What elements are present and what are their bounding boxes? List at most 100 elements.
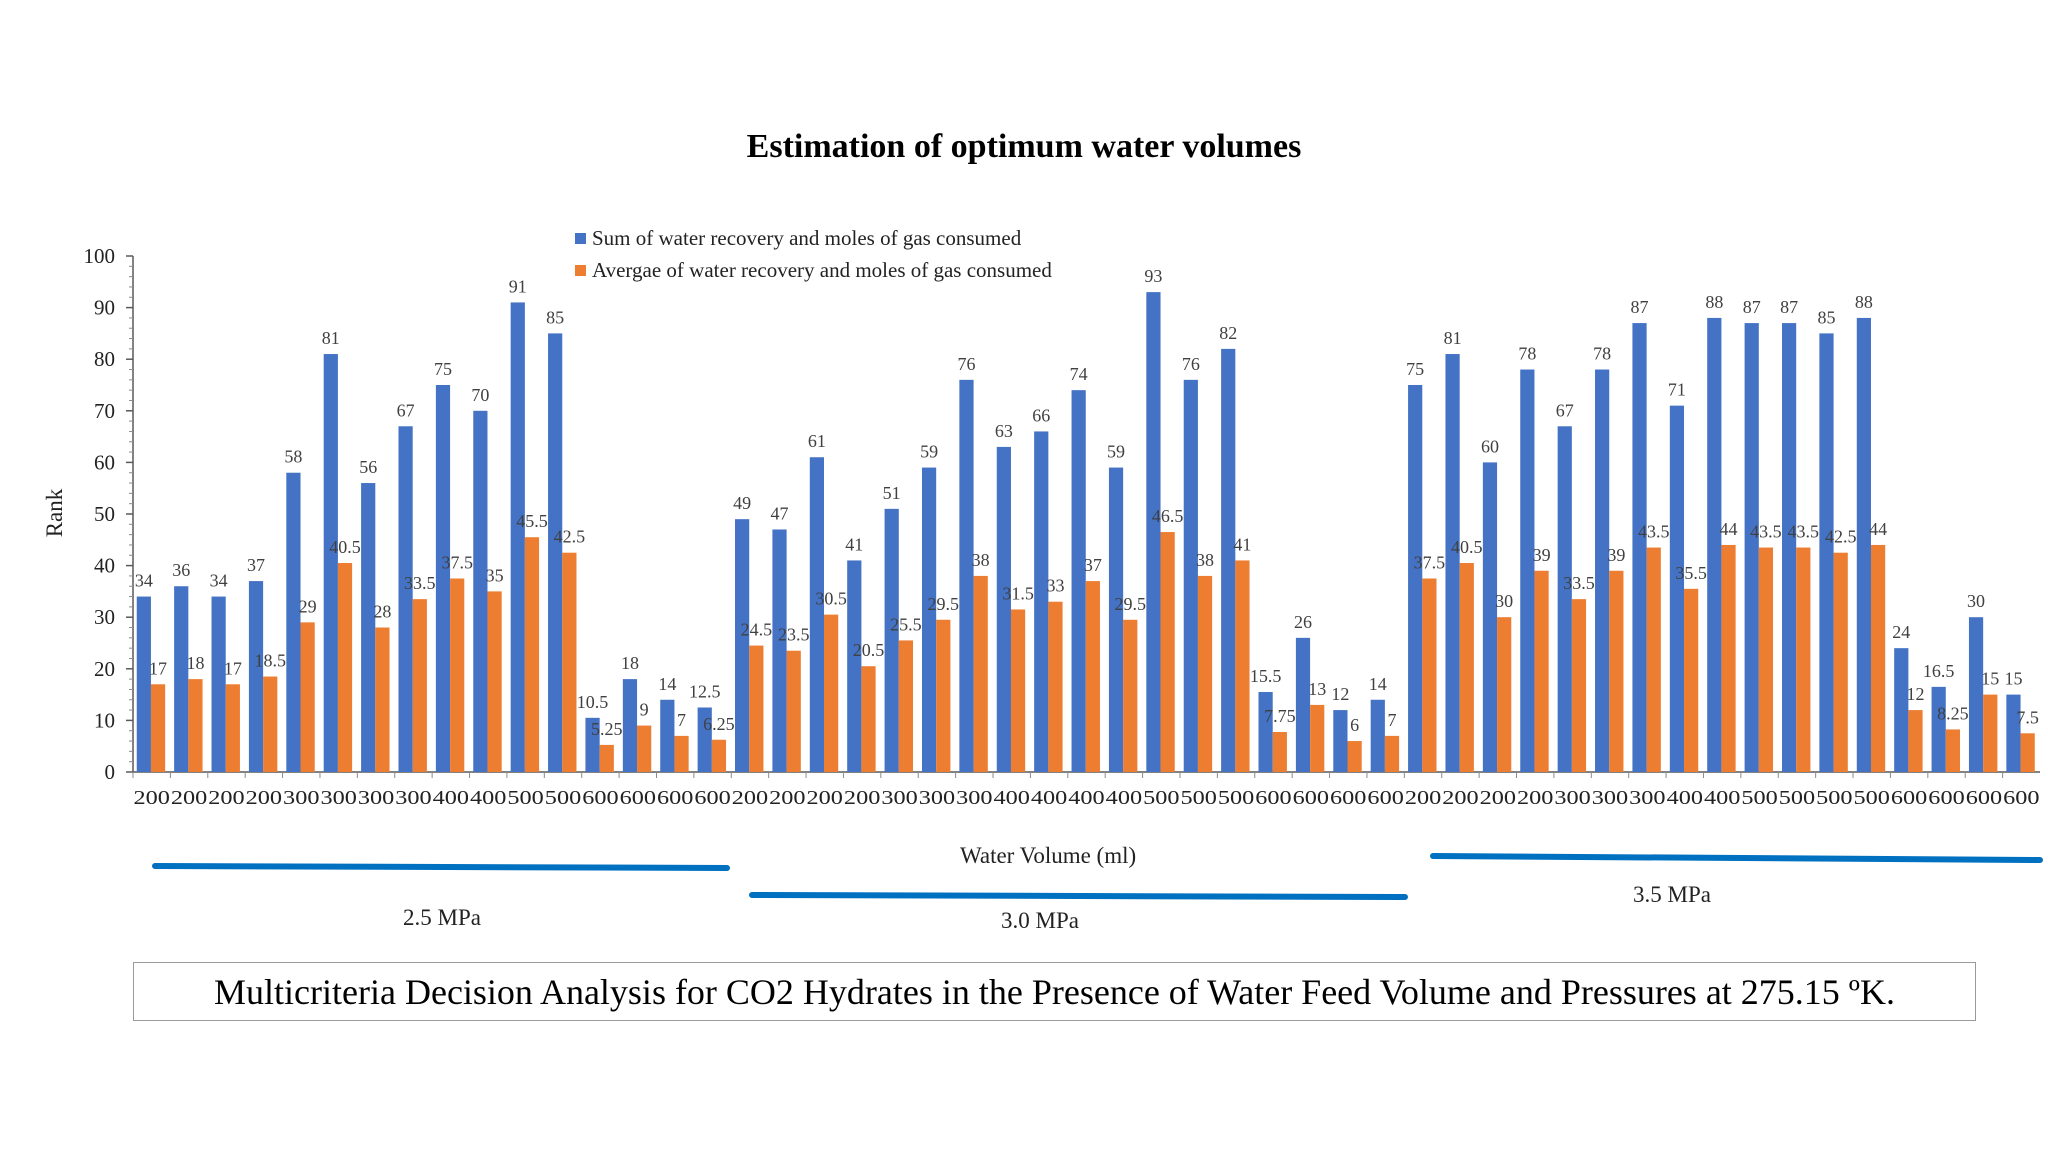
data-label: 41 [845,534,863,554]
data-label: 40.5 [1451,537,1483,557]
bar-average [1758,547,1774,772]
bar-average [936,619,951,772]
bar-sum [996,446,1011,772]
bar-sum [136,596,151,772]
bar-average [2020,733,2035,772]
bar-average [150,684,166,772]
x-tick-label: 500 [1779,787,1815,809]
x-tick-label: 400 [1106,787,1142,809]
bar-average [637,725,652,772]
bar-sum [548,333,563,772]
bar-average [1721,544,1736,772]
bar-sum [1482,462,1498,772]
data-label: 20.5 [853,640,885,660]
bar-average [674,735,689,772]
bar-sum [1744,323,1759,772]
bar-average [1310,704,1325,772]
y-tick-label: 0 [105,760,116,784]
bar-sum [921,467,937,772]
data-label: 37.5 [441,553,473,573]
bar-average [1197,575,1213,772]
bar-sum [1669,405,1685,772]
x-tick-label: 300 [1554,787,1590,809]
data-label: 37.5 [1414,553,1446,573]
legend-label: Avergae of water recovery and moles of g… [592,258,1052,282]
x-tick-label: 400 [470,787,506,809]
bar-sum [398,426,413,772]
data-label: 70 [471,385,489,405]
x-tick-label: 500 [1180,787,1216,809]
x-tick-label: 200 [807,787,843,809]
bar-average [1833,552,1848,772]
data-label: 10.5 [577,692,609,712]
bar-average [524,537,540,772]
x-tick-label: 600 [657,787,693,809]
bar-sum [1520,369,1535,772]
data-label: 78 [1593,344,1611,364]
data-label: 12 [1906,684,1924,704]
y-tick-label: 20 [94,657,115,681]
data-label: 24.5 [741,620,773,640]
data-label: 93 [1144,266,1162,286]
x-tick-label: 400 [1068,787,1104,809]
bar-sum [660,699,675,772]
bar-sum [211,596,226,772]
bar-average [1646,547,1661,772]
data-label: 37 [1084,555,1102,575]
pressure-group-line [749,892,1408,900]
x-tick-label: 200 [134,787,170,809]
bar-average [1534,570,1549,772]
data-label: 75 [434,359,452,379]
data-label: 7 [677,710,686,730]
bar-average [1123,619,1138,772]
data-label: 40.5 [329,537,361,557]
data-label: 33.5 [404,573,436,593]
group-lines [152,853,2043,900]
bar-sum [959,379,974,772]
bar-average [487,591,502,772]
bar-average [1422,578,1437,772]
data-label: 16.5 [1923,661,1955,681]
data-label: 88 [1855,292,1873,312]
x-tick-label: 200 [1442,787,1478,809]
bar-sum [697,707,712,772]
bar-average [1983,694,1998,772]
data-label: 56 [359,457,377,477]
bar-average [1384,735,1400,772]
data-label: 59 [920,442,938,462]
x-tick-label: 500 [1143,787,1179,809]
data-label: 13 [1308,679,1326,699]
x-tick-label: 200 [1480,787,1516,809]
x-tick-label: 400 [994,787,1030,809]
data-label: 66 [1032,405,1050,425]
figure-caption: Multicriteria Decision Analysis for CO2 … [133,962,1976,1021]
bar-average [824,614,839,772]
x-tick-label: 400 [1704,787,1740,809]
bar-sum [286,472,301,772]
x-tick-label: 300 [1629,787,1665,809]
bar-sum [1071,390,1086,772]
bar-average [375,627,390,772]
y-tick-label: 60 [94,450,115,474]
data-label: 17 [149,658,167,678]
x-tick-label: 600 [1928,787,1964,809]
bar-sum [435,385,451,772]
data-label: 82 [1219,323,1237,343]
bar-sum [1295,637,1311,772]
data-label: 15 [2004,669,2022,689]
y-tick-label: 80 [94,347,115,371]
bar-average [1609,570,1624,772]
x-tick-label: 500 [1741,787,1777,809]
bar-average [711,739,727,772]
bar-sum [1968,617,1984,772]
data-label: 6.25 [703,714,735,734]
data-label: 44 [1720,519,1738,539]
bar-sum [1632,323,1647,772]
x-tick-label: 300 [881,787,917,809]
bar-average [1048,601,1063,772]
data-label: 37 [247,555,265,575]
bar-sum [1781,323,1797,772]
x-tick-label: 600 [1367,787,1403,809]
